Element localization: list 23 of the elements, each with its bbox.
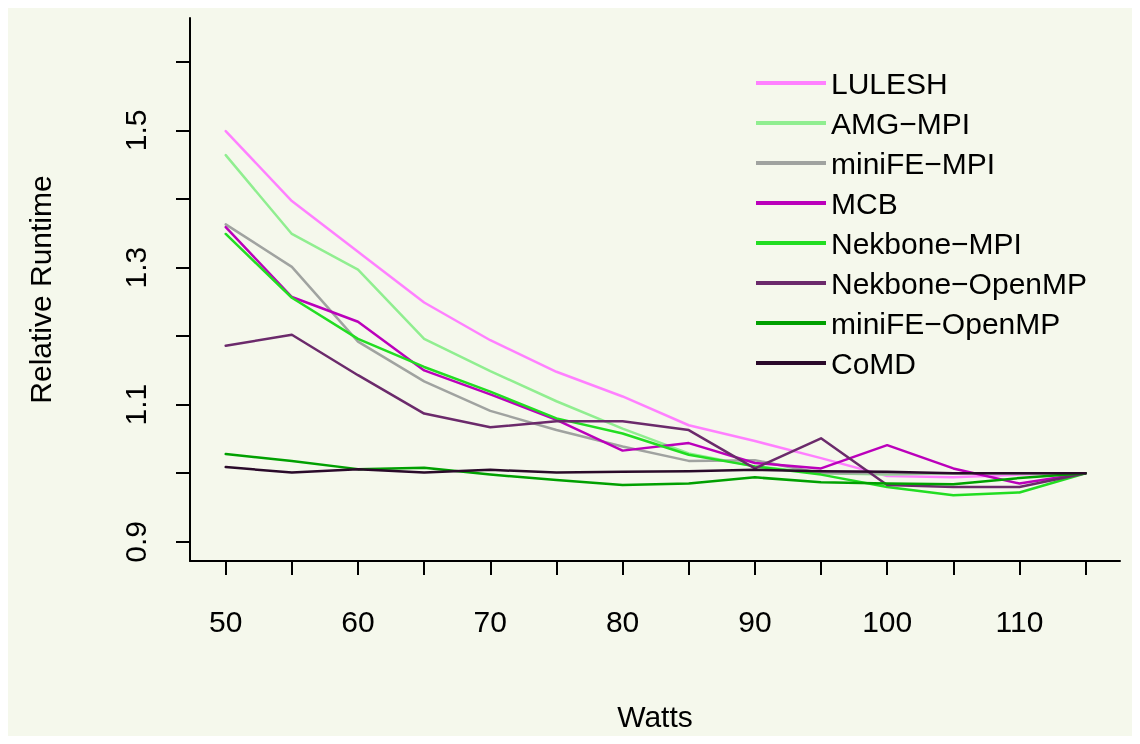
x-axis-title: Watts	[617, 699, 693, 733]
x-tick-label: 110	[995, 604, 1044, 638]
line-series	[224, 452, 1087, 487]
y-tick-label: 0.9	[118, 520, 152, 563]
x-tick-label: 60	[341, 604, 375, 638]
legend-label: miniFE−MPI	[831, 146, 996, 180]
y-tick-label: 1.5	[118, 109, 152, 152]
x-tick-label: 80	[605, 604, 640, 638]
legend-label: MCB	[831, 186, 898, 220]
x-tick-label: 70	[473, 604, 507, 638]
legend-label: miniFE−OpenMP	[831, 306, 1061, 340]
legend-label: AMG−MPI	[831, 106, 971, 140]
y-axis-title: Relative Runtime	[23, 175, 57, 404]
x-tick-label: 100	[862, 604, 913, 638]
x-tick-label: 90	[738, 604, 772, 638]
legend-label: CoMD	[831, 346, 917, 380]
x-tick-label: 50	[209, 604, 243, 638]
legend-label: Nekbone−MPI	[831, 226, 1022, 260]
y-tick-label: 1.3	[118, 246, 152, 289]
legend-label: LULESH	[831, 66, 948, 100]
legend-label: Nekbone−OpenMP	[831, 266, 1087, 300]
line-series	[224, 465, 1087, 475]
y-tick-label: 1.1	[118, 383, 152, 426]
